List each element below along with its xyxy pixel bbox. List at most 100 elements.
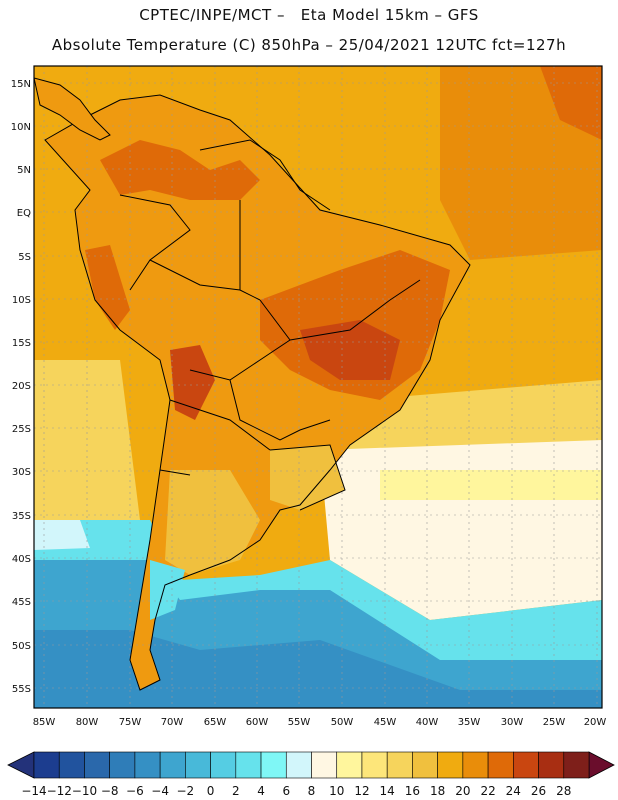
map-frame [33, 65, 603, 709]
lat-tick: EQ [17, 208, 31, 219]
colorbar-label: 10 [329, 784, 344, 798]
colorbar-swatch [210, 751, 237, 779]
lat-tick: 10N [11, 122, 31, 133]
colorbar-label: −10 [72, 784, 97, 798]
hot-zone-core [300, 320, 400, 380]
field-cold-deep [34, 630, 602, 708]
lat-tick: 50S [12, 641, 31, 652]
colorbar-label: −6 [126, 784, 144, 798]
lon-tick: 35W [458, 717, 481, 728]
lat-axis: 15N 10N 5N EQ 5S 10S 15S 20S 25S 30S 35S… [11, 79, 31, 695]
colorbar-swatch [134, 751, 161, 779]
lon-tick: 65W [204, 717, 227, 728]
colorbar-label: 2 [232, 784, 240, 798]
colorbar-swatch [311, 751, 338, 779]
colorbar-swatch [159, 751, 186, 779]
lat-tick: 25S [12, 424, 31, 435]
lat-tick: 20S [12, 381, 31, 392]
colorbar-label: 26 [531, 784, 546, 798]
colorbar-swatch [487, 751, 514, 779]
cool-zone-uruguay [270, 445, 345, 510]
field-pale-cyan [34, 520, 90, 550]
colorbar-swatch [260, 751, 287, 779]
colorbar-label: 16 [405, 784, 420, 798]
colorbar-label: 0 [207, 784, 215, 798]
colorbar-swatch [185, 751, 211, 779]
colorbar-swatch [563, 751, 590, 779]
colorbar-label: 12 [354, 784, 369, 798]
colorbar-swatch [513, 751, 539, 779]
lon-tick: 20W [584, 717, 607, 728]
colorbar-label: −2 [177, 784, 195, 798]
colorbar-label: 20 [455, 784, 470, 798]
colorbar-label: 14 [380, 784, 395, 798]
lat-tick: 5N [17, 165, 31, 176]
colorbar-swatch [235, 751, 262, 779]
colorbar-swatch [437, 751, 464, 779]
colorbar-swatch [538, 751, 565, 779]
colorbar-left-arrow [7, 751, 35, 779]
colorbar-swatch [285, 751, 312, 779]
lat-tick: 15N [11, 79, 31, 90]
lat-tick: 5S [18, 252, 31, 263]
hot-zone-bolivia [170, 345, 215, 420]
colorbar-swatch [361, 751, 388, 779]
colorbar-label: −14 [21, 784, 46, 798]
lon-tick: 50W [331, 717, 354, 728]
lon-tick: 55W [288, 717, 311, 728]
cool-zone-argentina [165, 470, 260, 575]
lat-tick: 55S [12, 684, 31, 695]
colorbar-boxes [33, 751, 590, 779]
colorbar-label: −4 [151, 784, 169, 798]
field-atlantic-pale-band [380, 470, 602, 500]
lat-tick: 15S [12, 338, 31, 349]
graticule [34, 66, 602, 708]
borders [44, 94, 471, 691]
lon-tick: 25W [543, 717, 566, 728]
colorbar-label: 4 [257, 784, 265, 798]
colorbar-label: 8 [308, 784, 316, 798]
colorbar-label: 6 [282, 784, 290, 798]
colorbar-label: 28 [556, 784, 571, 798]
lon-tick: 70W [161, 717, 184, 728]
colorbar-label: 22 [480, 784, 495, 798]
colorbar-swatch [336, 751, 363, 779]
lon-tick: 30W [501, 717, 524, 728]
hot-zone-north [100, 140, 260, 200]
colorbar-label: 24 [506, 784, 521, 798]
colorbar-label: 18 [430, 784, 445, 798]
colorbar-swatch [58, 751, 85, 779]
colorbar-swatch [462, 751, 489, 779]
lat-tick: 10S [12, 295, 31, 306]
lon-tick: 85W [33, 717, 56, 728]
colorbar-swatch [109, 751, 136, 779]
lat-tick: 30S [12, 467, 31, 478]
field-northeast-hot [540, 66, 602, 140]
colorbar-swatch [84, 751, 110, 779]
cold-zone-patagonia [150, 560, 185, 620]
colorbar-swatch [33, 751, 60, 779]
lon-tick: 45W [374, 717, 397, 728]
lat-tick: 40S [12, 554, 31, 565]
map-field [34, 66, 602, 708]
chart-title-line-2: Absolute Temperature (C) 850hPa – 25/04/… [51, 36, 567, 54]
hot-zone-andes [85, 245, 130, 330]
colorbar-swatch [412, 751, 438, 779]
colorbar-labels: −14 −12 −10 −8 −6 −4 −2 0 2 4 6 8 10 12 14 16 18 20 22 24 26… [21, 784, 571, 798]
lon-tick: 40W [416, 717, 439, 728]
land-south-america [45, 95, 470, 690]
lon-tick: 60W [246, 717, 269, 728]
colorbar-label: −8 [101, 784, 119, 798]
lat-tick: 45S [12, 597, 31, 608]
lat-tick: 35S [12, 511, 31, 522]
colorbar-right-arrow [588, 751, 615, 779]
lon-axis: 85W 80W 75W 70W 65W 60W 55W 50W 45W 40W … [33, 717, 607, 728]
chart-title-line-1: CPTEC/INPE/MCT – Eta Model 15km – GFS [139, 6, 479, 24]
lon-tick: 75W [119, 717, 142, 728]
land-central-america [34, 77, 111, 141]
colorbar-label: −12 [47, 784, 72, 798]
lon-tick: 80W [76, 717, 99, 728]
colorbar-swatch [386, 751, 413, 779]
colorbar: −14 −12 −10 −8 −6 −4 −2 0 2 4 6 8 10 12 14 16 18 20 22 24 26… [7, 751, 615, 798]
